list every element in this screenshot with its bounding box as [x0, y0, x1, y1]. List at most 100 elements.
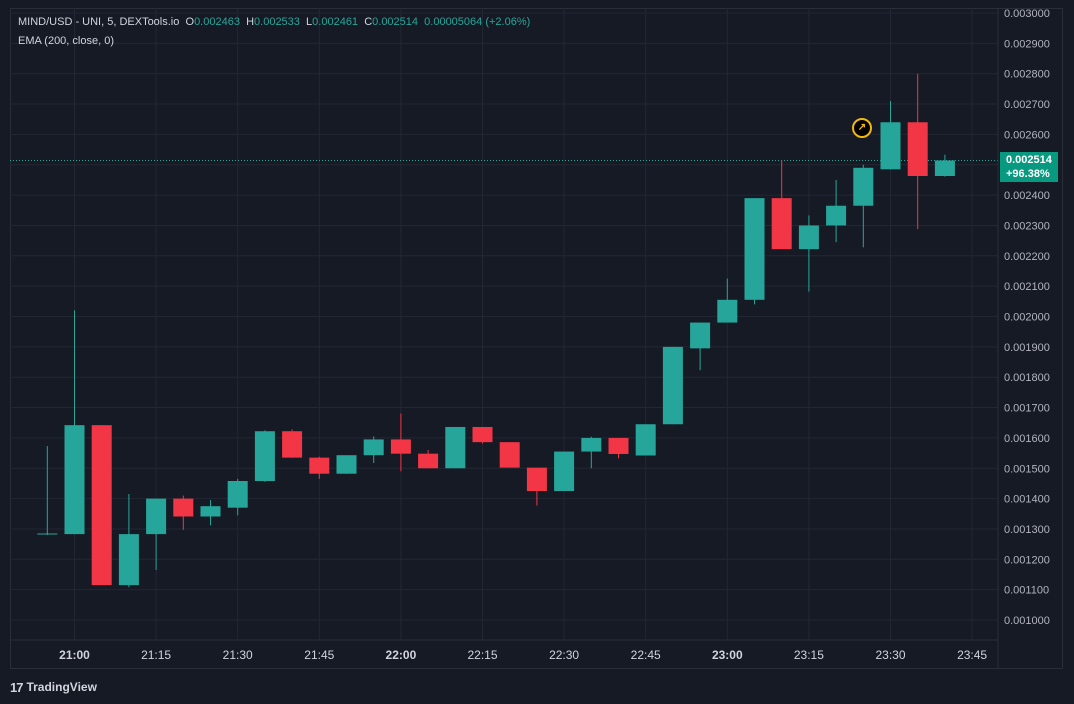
open-value: 0.002463: [194, 16, 240, 28]
time-axis: 21:00 21:15 21:30 21:45 22:00 22:15 22:30 22:45…: [59, 648, 987, 662]
candle[interactable]: [853, 164, 874, 248]
candle-body: [336, 455, 357, 474]
candle[interactable]: [200, 500, 221, 526]
candle[interactable]: [880, 101, 901, 170]
candle-body: [526, 467, 547, 492]
high-label: H: [246, 16, 255, 28]
price-tick-label: 0.001900: [1004, 342, 1050, 354]
price-tick-label: 0.002200: [1004, 251, 1050, 263]
price-tick-label: 0.001700: [1004, 403, 1050, 415]
candle[interactable]: [934, 154, 955, 177]
candle-body: [91, 425, 112, 586]
candle-body: [826, 205, 847, 226]
candle[interactable]: [336, 455, 357, 474]
grid: [10, 8, 998, 640]
candle-body: [173, 498, 194, 517]
candle-body: [934, 160, 955, 176]
candle[interactable]: [499, 442, 520, 468]
candle[interactable]: [472, 426, 493, 444]
candle-body: [472, 426, 493, 443]
candle[interactable]: [37, 446, 58, 536]
price-tick-label: 0.001200: [1004, 554, 1050, 566]
candle[interactable]: [227, 478, 248, 516]
candle[interactable]: [254, 430, 275, 482]
candle-body: [717, 299, 738, 323]
candle-body: [309, 457, 330, 474]
candle-body: [744, 198, 765, 300]
candle[interactable]: [771, 160, 792, 250]
candle[interactable]: [309, 456, 330, 479]
candle[interactable]: [363, 436, 384, 464]
ema-indicator-label[interactable]: EMA (200, close, 0): [18, 35, 114, 47]
candle[interactable]: [445, 426, 466, 469]
price-axis: 0.001000 0.001100 0.001200 0.001300 0.001400…: [1004, 8, 1050, 627]
candle[interactable]: [744, 198, 765, 305]
candle[interactable]: [526, 467, 547, 506]
candle-body: [690, 322, 711, 349]
candle[interactable]: [798, 215, 819, 292]
candle-body: [37, 533, 58, 535]
candle[interactable]: [635, 424, 656, 456]
time-tick-label: 23:45: [957, 648, 987, 662]
candle-body: [118, 534, 139, 586]
rocket-icon[interactable]: ↗: [852, 118, 872, 138]
time-tick-label: 23:30: [875, 648, 905, 662]
candle-body: [200, 506, 221, 517]
candle[interactable]: [282, 429, 303, 458]
symbol-info[interactable]: MIND/USD - UNI, 5, DEXTools.io: [18, 16, 180, 28]
last-price-value: 0.002514: [1006, 154, 1052, 166]
candle[interactable]: [907, 73, 928, 230]
candle-body: [282, 431, 303, 458]
last-price-tag: 0.002514 +96.38%: [1000, 152, 1058, 182]
candle-body: [798, 225, 819, 250]
candle[interactable]: [581, 436, 602, 469]
candle[interactable]: [608, 437, 629, 459]
price-tick-label: 0.001000: [1004, 615, 1050, 627]
candle-body: [853, 167, 874, 206]
candle[interactable]: [554, 451, 575, 492]
time-tick-label: 22:45: [631, 648, 661, 662]
price-tick-label: 0.002900: [1004, 38, 1050, 50]
tradingview-branding[interactable]: 17 TradingView: [10, 678, 97, 696]
close-label: C: [364, 16, 373, 28]
candle[interactable]: [146, 498, 167, 570]
price-tick-label: 0.002000: [1004, 312, 1050, 324]
price-tick-label: 0.001100: [1004, 585, 1049, 597]
price-tick-label: 0.001600: [1004, 433, 1050, 445]
candle[interactable]: [91, 425, 112, 586]
tradingview-logo-icon: 17: [10, 679, 24, 695]
low-label: L: [306, 16, 313, 28]
candle-body: [64, 425, 85, 535]
symbol-legend: MIND/USD - UNI, 5, DEXTools.io O0.002463…: [18, 16, 530, 28]
low-value: 0.002461: [312, 16, 359, 28]
candle-body: [907, 122, 928, 176]
candle-body: [390, 439, 411, 454]
price-tick-label: 0.002300: [1004, 220, 1050, 232]
candle[interactable]: [118, 494, 139, 588]
candle[interactable]: [64, 310, 85, 535]
candle[interactable]: [690, 322, 711, 371]
candle[interactable]: [717, 278, 738, 323]
candle-body: [445, 426, 466, 469]
candle[interactable]: [662, 346, 683, 425]
price-tick-label: 0.002600: [1004, 129, 1050, 141]
candle[interactable]: [418, 450, 439, 469]
candle-body: [554, 451, 575, 492]
candles: [37, 73, 955, 588]
time-tick-label: 22:30: [549, 648, 579, 662]
candle-body: [608, 437, 629, 454]
time-tick-label: 21:45: [304, 648, 334, 662]
price-tick-label: 0.002700: [1004, 99, 1050, 111]
candle[interactable]: [826, 179, 847, 243]
high-value: 0.002533: [254, 16, 300, 28]
close-value: 0.002514: [372, 16, 419, 28]
open-label: O: [185, 16, 195, 28]
price-tick-label: 0.002400: [1004, 190, 1050, 202]
candle-body: [581, 437, 602, 452]
time-tick-label: 23:00: [712, 648, 743, 662]
candle[interactable]: [173, 495, 194, 530]
candle-body: [662, 346, 683, 425]
price-tick-label: 0.001300: [1004, 524, 1050, 536]
candle[interactable]: [390, 413, 411, 472]
